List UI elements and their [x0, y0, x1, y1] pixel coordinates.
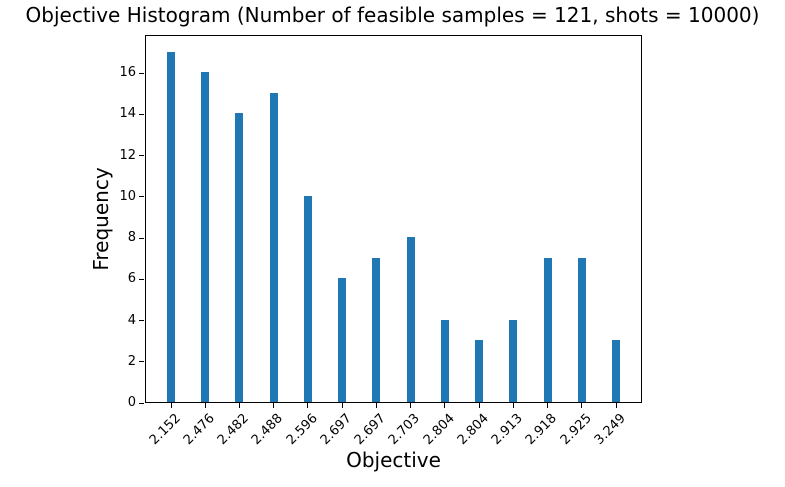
x-tick-label: 2.804 [454, 411, 492, 448]
y-tick-label: 0 [127, 395, 136, 410]
histogram-bar [543, 257, 552, 402]
y-tick [139, 196, 144, 198]
x-tick [478, 403, 480, 408]
x-tick-label: 2.913 [488, 411, 526, 448]
x-tick [307, 403, 309, 408]
chart-title: Objective Histogram (Number of feasible … [25, 3, 760, 27]
y-tick [139, 113, 144, 115]
y-tick-label: 4 [127, 312, 136, 328]
x-tick-label: 2.804 [420, 411, 458, 448]
y-tick [139, 402, 144, 404]
histogram-bar [406, 237, 415, 402]
x-tick-label: 2.703 [386, 411, 424, 448]
x-tick [170, 403, 172, 408]
y-tick [139, 237, 144, 239]
histogram-bar [475, 340, 484, 402]
x-tick [273, 403, 275, 408]
histogram-bar [303, 195, 312, 402]
y-tick-label: 2 [127, 353, 136, 369]
plot-area [145, 35, 642, 403]
x-tick-label: 2.925 [557, 411, 595, 448]
x-tick [512, 403, 514, 408]
histogram-bar [372, 257, 381, 402]
x-tick-label: 2.152 [146, 411, 184, 448]
x-tick [615, 403, 617, 408]
x-tick-label: 2.482 [215, 411, 253, 448]
histogram-bar [269, 92, 278, 402]
x-tick-label: 3.249 [591, 411, 629, 448]
x-tick-label: 2.596 [283, 411, 321, 448]
y-tick-label: 8 [127, 230, 136, 246]
x-axis-label: Objective [346, 448, 441, 472]
histogram-bar [577, 257, 586, 402]
x-tick [341, 403, 343, 408]
histogram-bar [167, 51, 175, 402]
y-tick-label: 10 [119, 188, 136, 204]
y-tick [139, 278, 144, 280]
y-tick-label: 16 [119, 65, 136, 81]
y-tick [139, 320, 144, 322]
histogram-bar [201, 72, 210, 402]
x-tick-label: 2.476 [180, 411, 218, 448]
histogram-bar [509, 319, 518, 402]
x-tick-label: 2.697 [352, 411, 389, 448]
x-tick [375, 403, 377, 408]
x-tick [444, 403, 446, 408]
y-tick [139, 72, 144, 74]
y-tick [139, 155, 144, 157]
histogram-bar [235, 113, 244, 402]
x-tick-label: 2.697 [317, 411, 355, 448]
x-tick [581, 403, 583, 408]
y-axis-label: Frequency [89, 167, 113, 271]
y-tick [139, 361, 144, 363]
x-tick-label: 2.918 [523, 411, 561, 448]
y-tick-label: 12 [119, 147, 136, 163]
x-tick [410, 403, 412, 408]
histogram-bar [612, 340, 620, 402]
x-tick [204, 403, 206, 408]
histogram-bar [440, 319, 449, 402]
y-tick-label: 14 [119, 106, 136, 122]
y-tick-label: 6 [127, 271, 136, 287]
x-tick [547, 403, 549, 408]
x-tick [238, 403, 240, 408]
histogram-bar [338, 278, 347, 402]
x-tick-label: 2.488 [249, 411, 287, 448]
